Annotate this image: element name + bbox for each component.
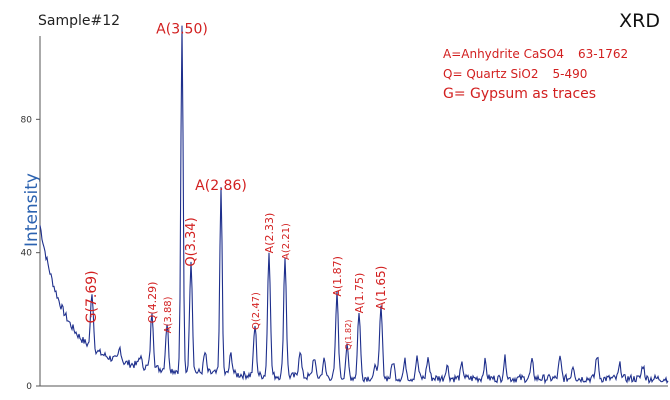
method-title: XRD	[619, 10, 660, 32]
legend-gypsum: G= Gypsum as traces	[443, 86, 597, 102]
peak-label: A(2.33)	[263, 213, 276, 254]
peak-label: A(1.65)	[374, 266, 388, 310]
peak-label: Q(3.34)	[184, 217, 199, 266]
phase-legend: A=Anhydrite CaSO4 63-1762 Q= Quartz SiO2 5…	[443, 44, 628, 104]
legend-quartz: Q= Quartz SiO2 5-490	[443, 67, 588, 81]
peak-labels: G(7.69) Q(4.29) A(3.88) A(3.50) Q(3.34) A(2.8…	[84, 21, 388, 350]
peak-label: A(3.88)	[163, 296, 174, 333]
peak-label: Q(4.29)	[146, 282, 159, 324]
peak-label: A(1.75)	[353, 273, 366, 314]
sample-title: Sample#12	[38, 13, 121, 29]
chart-header: Sample#12 XRD	[0, 0, 670, 38]
y-tick-label: 0	[26, 382, 32, 392]
peak-label: G(7.69)	[84, 270, 100, 323]
legend-anhydrite: A=Anhydrite CaSO4 63-1762	[443, 47, 629, 61]
y-tick-label: 80	[21, 115, 33, 125]
peak-label: A(3.50)	[156, 21, 208, 37]
peak-label: A(1.87)	[331, 256, 344, 297]
y-ticks: 0 40 80	[21, 115, 40, 392]
peak-label: Q(2.47)	[251, 292, 262, 330]
peak-label: A(2.21)	[281, 223, 292, 260]
intensity-trace	[39, 25, 669, 385]
axes	[39, 36, 668, 387]
peak-label: A(2.86)	[195, 178, 247, 194]
peak-label: Q(1.82)	[344, 320, 353, 350]
y-tick-label: 40	[21, 249, 33, 259]
